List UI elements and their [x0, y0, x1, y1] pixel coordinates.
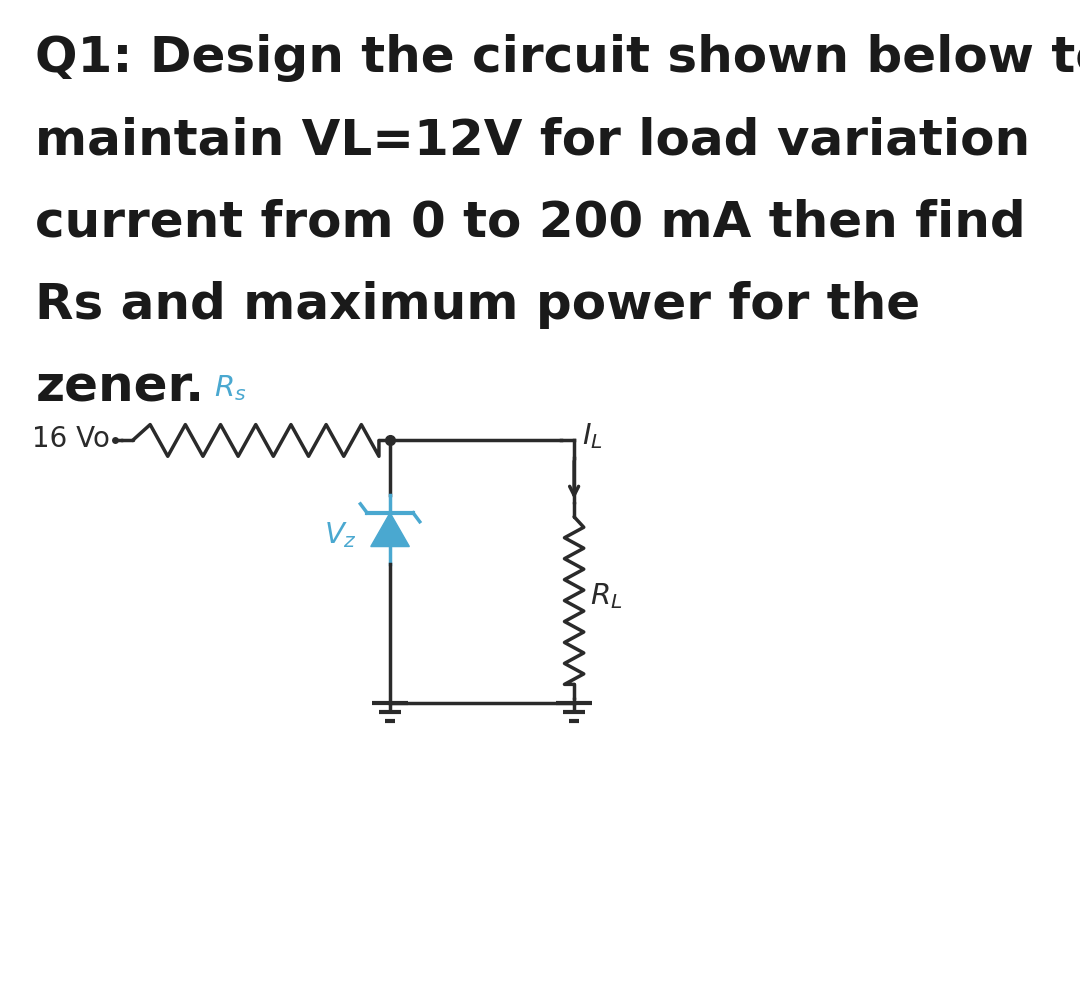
- Text: Q1: Design the circuit shown below to: Q1: Design the circuit shown below to: [36, 33, 1080, 82]
- Text: Rs and maximum power for the: Rs and maximum power for the: [36, 281, 920, 329]
- Text: current from 0 to 200 mA then find: current from 0 to 200 mA then find: [36, 199, 1026, 246]
- Polygon shape: [370, 513, 409, 547]
- Text: zener.: zener.: [36, 363, 204, 411]
- Text: $V_z$: $V_z$: [324, 520, 356, 550]
- Text: $R_L$: $R_L$: [591, 581, 623, 611]
- Text: $I_L$: $I_L$: [581, 422, 603, 451]
- Text: maintain VL=12V for load variation: maintain VL=12V for load variation: [36, 116, 1030, 164]
- Text: 16 Vo: 16 Vo: [31, 426, 109, 453]
- Text: $R_s$: $R_s$: [214, 373, 246, 403]
